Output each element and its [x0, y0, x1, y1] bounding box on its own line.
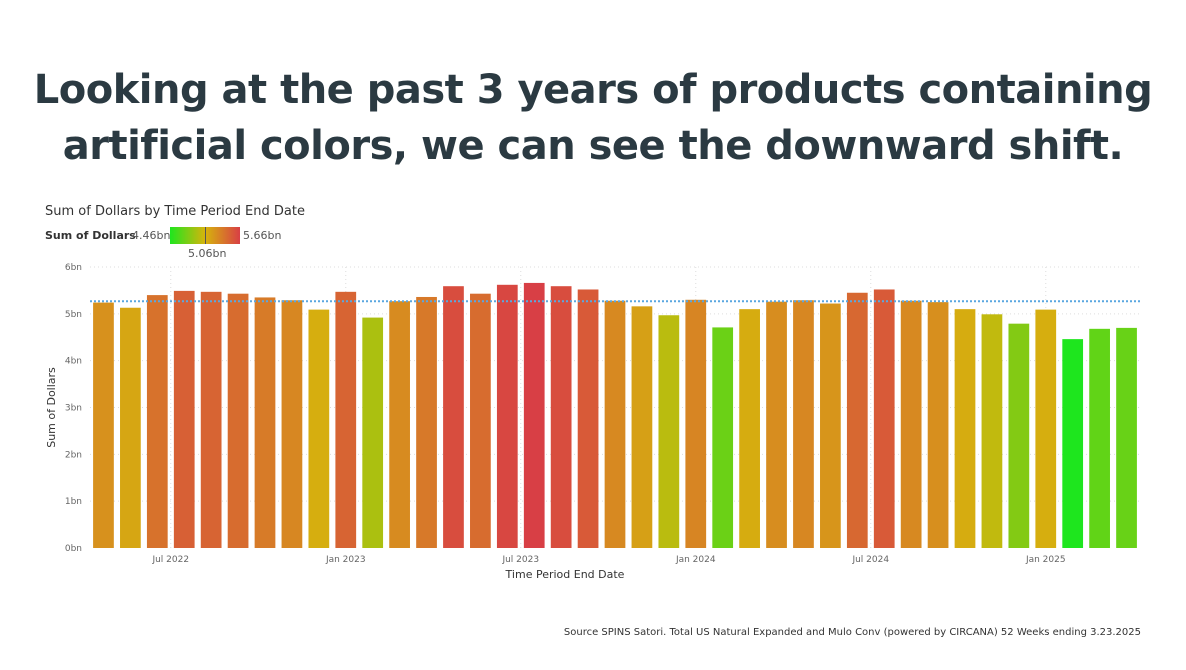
headline: Looking at the past 3 years of products …	[0, 62, 1186, 174]
bar	[820, 303, 841, 548]
x-tick-label: Jul 2023	[501, 555, 539, 565]
bar	[443, 286, 464, 548]
bar	[793, 300, 814, 548]
legend-mid-marker	[205, 227, 206, 244]
bar	[550, 286, 572, 548]
bar	[496, 284, 518, 548]
bar	[281, 300, 303, 548]
bar	[712, 327, 734, 548]
bar	[927, 302, 949, 548]
y-tick-label: 0bn	[65, 544, 82, 554]
x-tick-label: Jan 2024	[675, 555, 716, 565]
bar	[470, 293, 491, 548]
legend-title: Sum of Dollars	[45, 229, 136, 242]
bar	[685, 299, 707, 548]
bar	[93, 302, 114, 548]
y-tick-label: 3bn	[65, 404, 82, 414]
y-tick-label: 4bn	[65, 357, 82, 367]
bar	[631, 306, 653, 548]
headline-line-2: artificial colors, we can see the downwa…	[62, 123, 1124, 169]
bar	[389, 301, 410, 548]
bar	[1089, 328, 1110, 548]
y-tick-label: 6bn	[65, 263, 82, 273]
x-tick-label: Jul 2022	[151, 555, 189, 565]
bar	[577, 289, 599, 548]
bar	[120, 307, 141, 548]
chart-title: Sum of Dollars by Time Period End Date	[45, 204, 305, 219]
bar	[846, 292, 868, 548]
y-axis-title: Sum of Dollars	[45, 367, 58, 448]
legend-min-label: 4.46bn	[132, 229, 171, 242]
bar	[227, 293, 249, 548]
legend-mid-label: 5.06bn	[188, 247, 227, 260]
bar	[604, 300, 626, 548]
bar	[173, 290, 195, 548]
bar	[146, 295, 168, 548]
bar	[954, 309, 976, 548]
bar	[873, 289, 895, 548]
bar	[362, 317, 384, 548]
legend-max-label: 5.66bn	[243, 229, 282, 242]
bar	[900, 300, 922, 548]
x-tick-label: Jan 2025	[1025, 555, 1066, 565]
y-tick-label: 5bn	[65, 310, 82, 320]
headline-line-1: Looking at the past 3 years of products …	[33, 67, 1153, 113]
bar	[1008, 323, 1030, 548]
bar	[308, 309, 330, 548]
bar	[254, 297, 276, 548]
y-tick-label: 2bn	[65, 450, 82, 460]
bar	[766, 301, 787, 548]
x-tick-label: Jul 2024	[851, 555, 889, 565]
bar	[335, 291, 357, 548]
source-note: Source SPINS Satori. Total US Natural Ex…	[563, 627, 1141, 638]
bar	[739, 309, 760, 548]
bar	[658, 315, 680, 548]
bar-chart: 0bn 1bn 2bn 3bn 4bn 5bn 6bn Jul 2022 Jan 2023 Jul…	[45, 263, 1140, 581]
bar	[1116, 327, 1137, 548]
bar	[200, 291, 222, 548]
x-axis-title: Time Period End Date	[505, 568, 625, 581]
x-tick-label: Jan 2023	[325, 555, 366, 565]
bar	[981, 314, 1003, 548]
bar	[523, 282, 545, 548]
y-tick-label: 1bn	[65, 497, 82, 507]
bar	[416, 296, 437, 548]
bar	[1035, 309, 1057, 548]
bar	[1062, 339, 1084, 548]
